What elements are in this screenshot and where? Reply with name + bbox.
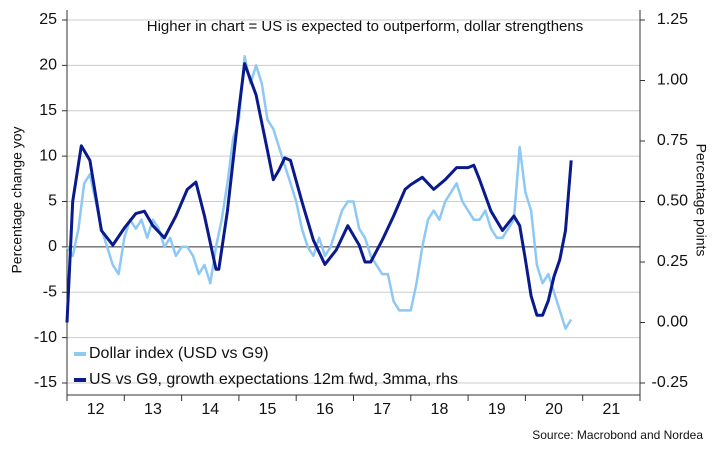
y2-tick-label: 0.25 — [657, 253, 688, 270]
x-tick-label: 14 — [201, 401, 219, 418]
chart-title: Higher in chart = US is expected to outp… — [147, 18, 583, 35]
y-tick-label: -5 — [43, 283, 57, 300]
x-tick-label: 21 — [602, 401, 620, 418]
x-tick-label: 12 — [87, 401, 105, 418]
y2-tick-label: 1.00 — [657, 72, 688, 89]
x-tick-label: 20 — [545, 401, 563, 418]
y2-axis-label: Percentage points — [693, 144, 709, 257]
y2-tick-label: 1.25 — [657, 11, 688, 28]
y-axis-label: Percentage change yoy — [9, 126, 25, 273]
source: Source: Macrobond and Nordea — [532, 428, 703, 442]
series-line — [65, 55, 573, 330]
x-tick-label: 13 — [144, 401, 162, 418]
x-tick-label: 18 — [431, 401, 449, 418]
y-tick-label: -10 — [34, 329, 57, 346]
legend-label: US vs G9, growth expectations 12m fwd, 3… — [89, 371, 458, 388]
y2-tick-label: 0.75 — [657, 132, 688, 149]
legend-label: Dollar index (USD vs G9) — [89, 345, 269, 362]
series-line — [65, 62, 573, 323]
y-tick-label: 25 — [39, 11, 57, 28]
y-tick-label: -15 — [34, 374, 57, 391]
x-tick-label: 19 — [488, 401, 506, 418]
y-tick-label: 15 — [39, 102, 57, 119]
y2-tick-label: -0.25 — [652, 374, 689, 391]
y-tick-label: 5 — [48, 193, 57, 210]
x-tick-label: 17 — [373, 401, 391, 418]
y2-tick-label: 0.00 — [657, 314, 688, 331]
x-tick-label: 15 — [259, 401, 277, 418]
x-tick-label: 16 — [316, 401, 334, 418]
y2-tick-label: 0.50 — [657, 193, 688, 210]
y-tick-label: 20 — [39, 57, 57, 74]
y-tick-label: 10 — [39, 147, 57, 164]
y-tick-label: 0 — [48, 238, 57, 255]
